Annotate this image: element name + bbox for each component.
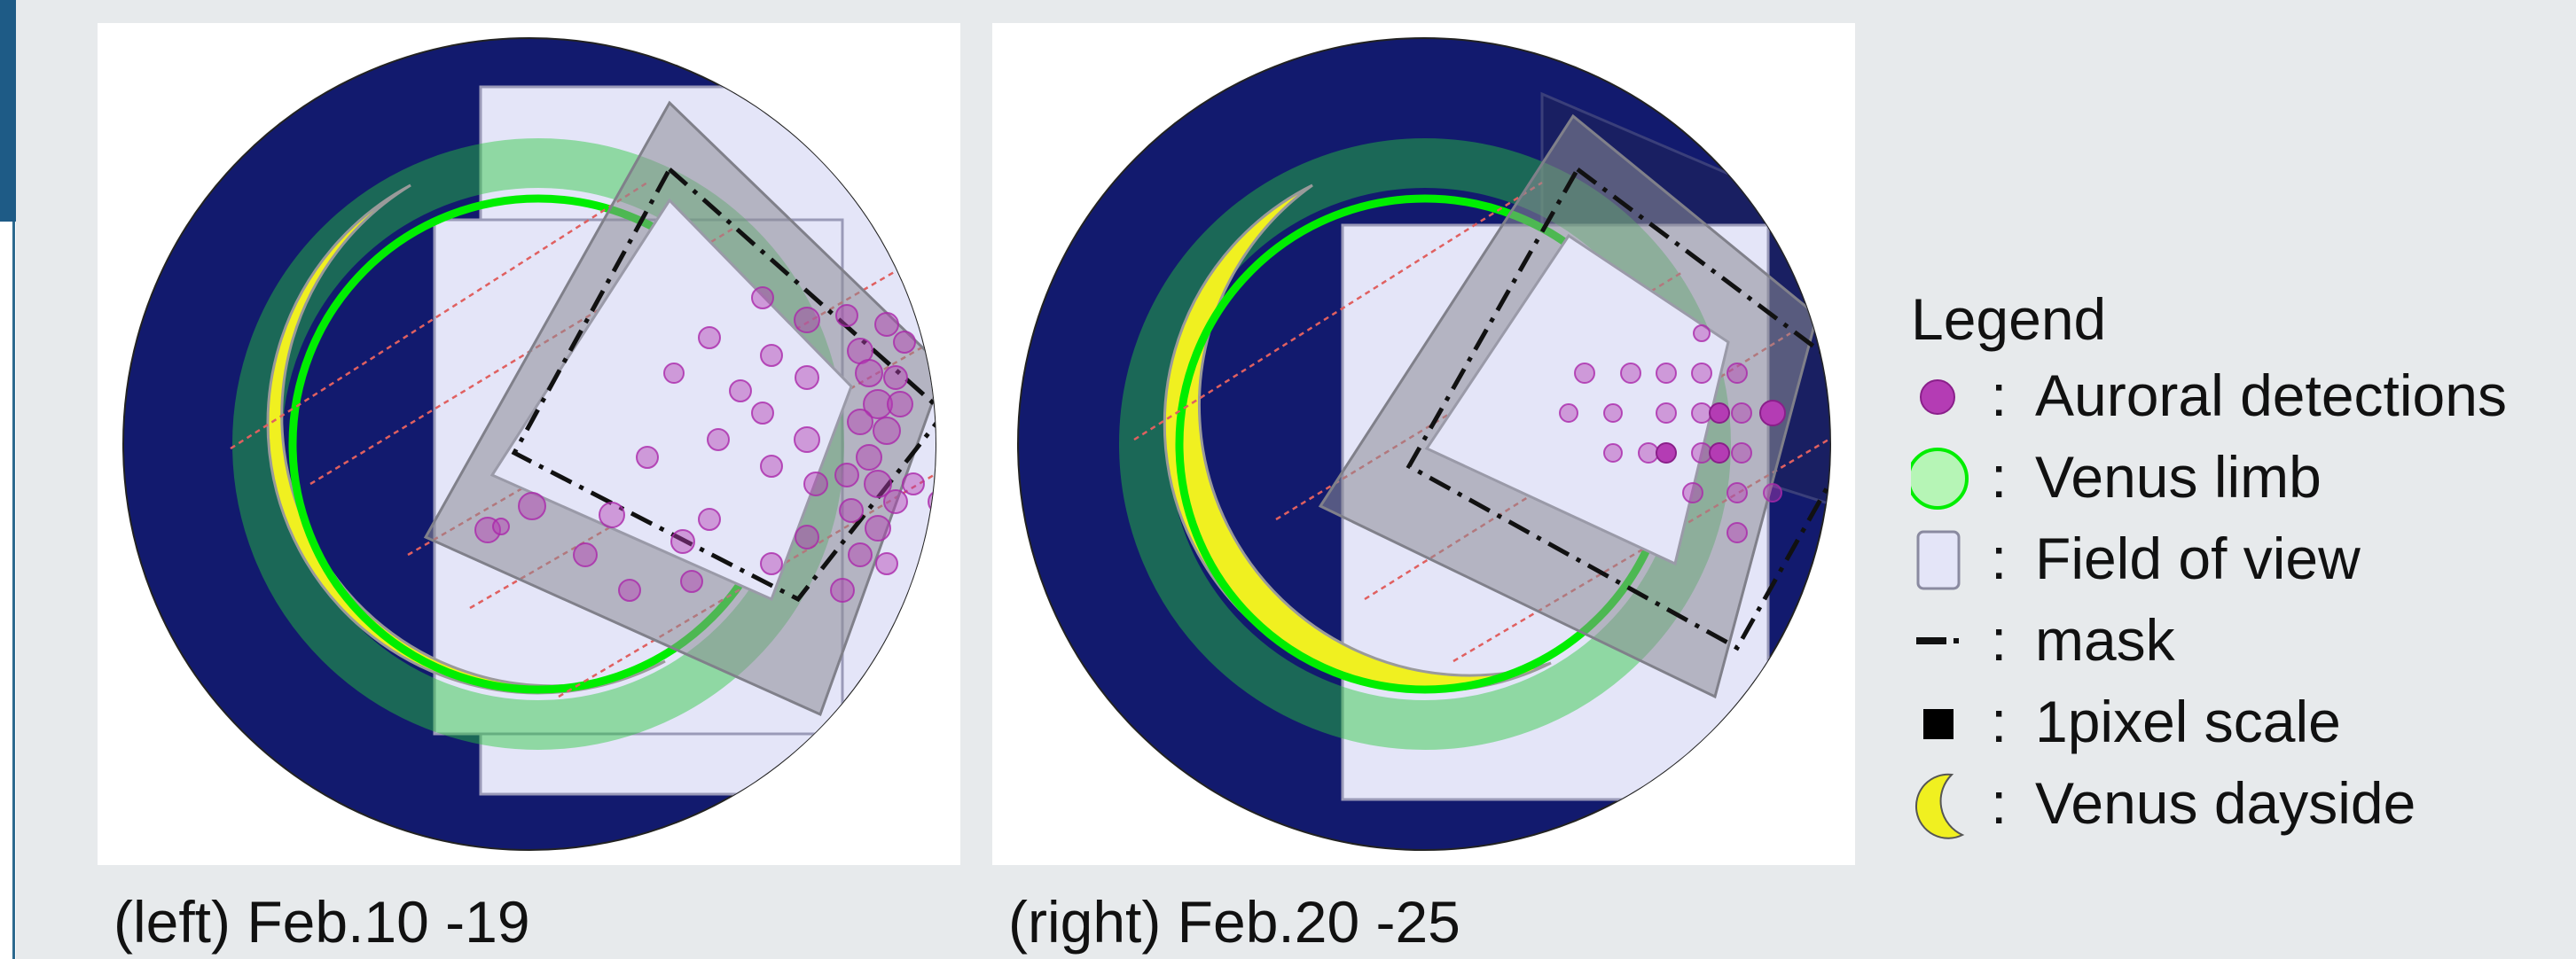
venus-dayside-crescent <box>1163 183 1552 693</box>
green-circle-icon <box>1911 448 1969 510</box>
left-edge-line <box>12 222 15 959</box>
caption-left: (left) Feb.10 -19 <box>114 889 530 955</box>
purple-dot-icon <box>1920 379 1955 415</box>
lavender-rectangle-icon <box>1916 530 1961 590</box>
legend-item-auroral-detections: : Auroral detections <box>1911 355 2507 436</box>
legend-separator: : <box>1991 444 2008 510</box>
legend-separator: : <box>1991 689 2008 754</box>
legend-separator: : <box>1991 526 2008 591</box>
legend-label: 1pixel scale <box>2035 689 2341 754</box>
mask-outline <box>1405 166 1830 651</box>
mask-outline <box>511 166 936 603</box>
diagram-left <box>122 37 936 851</box>
panel-left <box>98 23 960 865</box>
legend-item-field-of-view: : Field of view <box>1911 518 2361 599</box>
legend-title: Legend <box>1911 286 2107 352</box>
legend-separator: : <box>1991 363 2008 428</box>
auroral-detections <box>1559 324 1782 543</box>
dash-dot-line-icon <box>1916 637 1959 644</box>
caption-right: (right) Feb.20 -25 <box>1008 889 1460 955</box>
legend-item-pixel-scale: : 1pixel scale <box>1911 681 2341 762</box>
auroral-detections-strong <box>1656 400 1786 464</box>
legend-label: Field of view <box>2035 526 2361 591</box>
panel-right <box>992 23 1855 865</box>
black-square-icon <box>1923 709 1954 739</box>
left-edge-strip <box>0 0 16 959</box>
legend-label: Venus dayside <box>2035 770 2416 836</box>
legend: Legend : Auroral detections : Venus limb… <box>1911 284 2507 844</box>
legend-separator: : <box>1991 607 2008 673</box>
legend-separator: : <box>1991 770 2008 836</box>
venus-dayside-crescent <box>266 183 666 695</box>
yellow-crescent-icon <box>1914 773 1965 839</box>
legend-item-mask: : mask <box>1911 599 2175 681</box>
legend-item-venus-limb: : Venus limb <box>1911 436 2322 518</box>
left-edge-accent <box>0 0 16 222</box>
diagram-right <box>1017 37 1831 851</box>
legend-label: Auroral detections <box>2035 363 2507 428</box>
legend-item-venus-dayside: : Venus dayside <box>1911 762 2415 844</box>
pixel-scale-frame-inner <box>1424 233 1730 566</box>
legend-label: mask <box>2035 607 2175 673</box>
legend-label: Venus limb <box>2035 444 2322 510</box>
